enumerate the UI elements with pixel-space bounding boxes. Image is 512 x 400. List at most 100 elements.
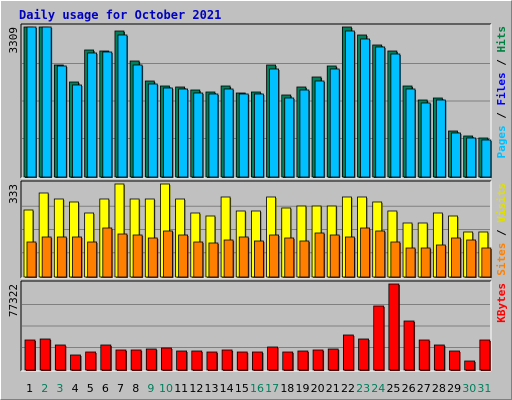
x-tick-label-23: 23 [356, 382, 370, 395]
bar-kbytes-31 [479, 339, 491, 371]
bar-files-9 [147, 83, 158, 178]
x-tick-label-4: 4 [72, 382, 79, 395]
legend-item: / [495, 53, 508, 73]
bar-sites-23 [360, 227, 370, 278]
bar-files-27 [420, 102, 431, 178]
bar-sites-6 [102, 227, 113, 278]
bar-sites-26 [405, 247, 416, 278]
legend-item: / [495, 223, 508, 243]
bar-kbytes-2 [39, 338, 51, 371]
x-tick-label-6: 6 [102, 382, 109, 395]
bar-sites-9 [147, 237, 158, 278]
bar-kbytes-7 [115, 349, 127, 371]
bar-files-6 [102, 51, 113, 178]
bar-sites-20 [314, 232, 325, 278]
bar-sites-22 [344, 236, 355, 278]
x-tick-label-7: 7 [117, 382, 124, 395]
bar-files-29 [451, 132, 461, 178]
bar-files-28 [435, 99, 446, 178]
bar-sites-28 [435, 244, 446, 278]
bar-files-3 [56, 65, 67, 178]
x-tick-label-12: 12 [189, 382, 203, 395]
legend-item: Files [495, 72, 508, 105]
bar-sites-13 [208, 242, 219, 278]
chart-title: Daily usage for October 2021 [19, 8, 221, 22]
bar-files-19 [299, 89, 310, 178]
x-tick-label-20: 20 [311, 382, 325, 395]
legend-item: Pages [495, 125, 508, 158]
bar-files-15 [238, 93, 249, 178]
bar-kbytes-27 [418, 339, 430, 371]
bar-files-5 [87, 52, 98, 178]
bar-files-21 [329, 68, 340, 178]
bar-files-17 [269, 68, 279, 178]
bar-files-25 [390, 53, 401, 178]
legend-item: Hits [495, 26, 508, 53]
bar-files-10 [163, 87, 173, 178]
bar-sites-27 [420, 247, 431, 278]
bar-kbytes-5 [85, 351, 97, 371]
x-tick-label-30: 30 [462, 382, 476, 395]
legend-item: Sites [495, 243, 508, 276]
x-tick-label-8: 8 [132, 382, 139, 395]
bar-files-11 [178, 88, 189, 178]
bar-kbytes-15 [236, 351, 248, 371]
bar-sites-29 [451, 237, 461, 278]
bar-kbytes-3 [54, 344, 66, 371]
bar-files-16 [254, 93, 264, 178]
x-tick-label-25: 25 [386, 382, 400, 395]
bar-sites-1 [26, 241, 37, 278]
x-tick-label-22: 22 [341, 382, 355, 395]
bar-files-31 [481, 139, 492, 178]
bar-kbytes-21 [327, 348, 339, 371]
bar-kbytes-23 [358, 338, 369, 371]
bar-sites-4 [72, 236, 82, 278]
bar-sites-24 [375, 230, 386, 278]
bar-files-14 [223, 88, 234, 178]
x-tick-label-9: 9 [147, 382, 154, 395]
x-tick-label-10: 10 [159, 382, 173, 395]
bar-files-24 [375, 46, 386, 178]
bar-kbytes-19 [297, 350, 309, 371]
bar-sites-3 [56, 236, 67, 278]
legend-item: Visits [495, 183, 508, 223]
bar-files-23 [360, 38, 370, 178]
bar-sites-5 [87, 241, 98, 278]
bar-sites-16 [254, 240, 264, 278]
x-tick-label-1: 1 [26, 382, 33, 395]
bar-files-26 [405, 88, 416, 178]
x-tick-label-31: 31 [477, 382, 491, 395]
bar-kbytes-12 [191, 350, 203, 371]
bar-kbytes-17 [267, 346, 278, 371]
legend-item: KBytes [495, 283, 508, 323]
x-tick-label-5: 5 [87, 382, 94, 395]
x-tick-label-16: 16 [250, 382, 264, 395]
x-tick-label-21: 21 [326, 382, 340, 395]
x-tick-label-29: 29 [447, 382, 461, 395]
bar-files-13 [208, 93, 219, 178]
legend-kbytes: KBytes [495, 283, 508, 323]
bar-files-20 [314, 80, 325, 178]
bar-sites-10 [163, 230, 173, 278]
x-tick-label-3: 3 [56, 382, 63, 395]
bar-kbytes-4 [70, 354, 81, 371]
bar-kbytes-8 [130, 349, 142, 371]
bar-sites-31 [481, 247, 492, 278]
x-tick-label-27: 27 [417, 382, 431, 395]
bar-kbytes-24 [373, 305, 385, 371]
bar-kbytes-26 [403, 320, 415, 371]
bar-sites-18 [284, 237, 295, 278]
bar-sites-25 [390, 241, 401, 278]
bar-kbytes-25 [388, 283, 400, 371]
bar-sites-30 [466, 239, 477, 278]
bar-sites-7 [117, 233, 128, 278]
x-tick-label-19: 19 [295, 382, 309, 395]
bar-files-1 [26, 26, 37, 178]
bar-kbytes-6 [100, 344, 112, 371]
x-tick-label-15: 15 [235, 382, 249, 395]
legend-hits-files-pages: Pages / Files / Hits [495, 26, 508, 159]
bar-kbytes-1 [24, 339, 36, 371]
bar-sites-15 [238, 236, 249, 278]
x-tick-label-11: 11 [174, 382, 188, 395]
